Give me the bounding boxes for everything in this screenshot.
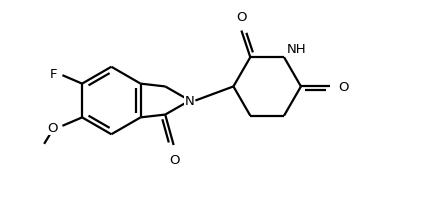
Text: O: O bbox=[169, 154, 180, 167]
Text: F: F bbox=[50, 67, 58, 80]
Text: N: N bbox=[185, 95, 195, 107]
Text: O: O bbox=[236, 12, 247, 24]
Text: NH: NH bbox=[287, 43, 306, 56]
Text: O: O bbox=[338, 81, 348, 94]
Text: O: O bbox=[47, 122, 58, 135]
